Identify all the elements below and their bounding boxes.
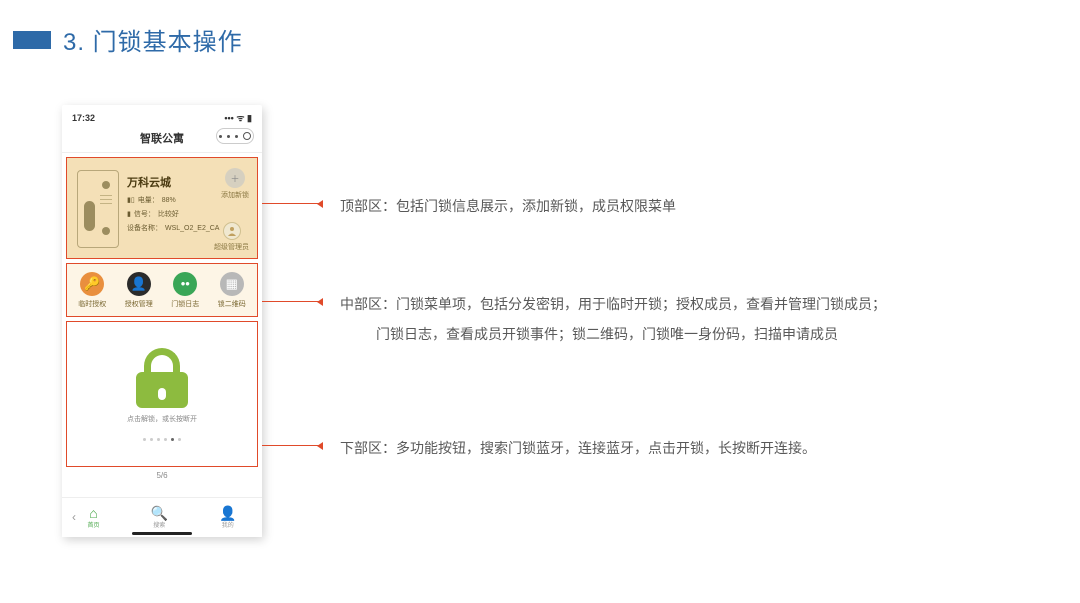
status-time: 17:32 (72, 113, 95, 123)
add-lock[interactable]: ＋ 添加新锁 (221, 168, 249, 200)
annotation-mid-line2: 门锁日志，查看成员开锁事件；锁二维码，门锁唯一身份码，扫描申请成员 (376, 321, 838, 347)
admin-badge[interactable]: 超级管理员 (214, 222, 249, 252)
header-accent-block (13, 31, 51, 49)
capsule-more-icon (227, 135, 230, 138)
search-icon: 🔍 (151, 506, 168, 520)
back-icon[interactable]: ‹ (72, 510, 76, 524)
tab-bar: ‹ ⌂ 首页 🔍 搜索 👤 我的 (62, 497, 262, 537)
tab-label: 我的 (222, 523, 234, 529)
app-title-bar: 智联公寓 (62, 126, 262, 153)
app-title: 智联公寓 (140, 130, 184, 146)
unlock-hint: 点击解锁，或长按断开 (127, 414, 197, 424)
capsule-close-icon (243, 132, 251, 140)
menu-label: 授权管理 (125, 299, 153, 309)
device-label: 设备名称： (127, 222, 162, 236)
home-indicator (132, 532, 192, 535)
page-indicator: 5/6 (62, 471, 262, 480)
tab-label: 首页 (88, 523, 100, 529)
slide-header: 3. 门锁基本操作 (13, 22, 243, 57)
user-icon: 👤 (127, 272, 151, 296)
annotation-bot: 下部区：多功能按钮，搜索门锁蓝牙，连接蓝牙，点击开锁，长按断开连接。 (340, 435, 816, 461)
status-bar: 17:32 ••• ᯤ ▮ (62, 105, 262, 126)
unlock-button[interactable] (132, 348, 192, 408)
user-icon: 👤 (219, 506, 236, 520)
admin-icon (223, 222, 241, 240)
add-lock-label: 添加新锁 (221, 190, 249, 200)
menu-item-qrcode[interactable]: ▦ 锁二维码 (218, 272, 246, 309)
admin-label: 超级管理员 (214, 242, 249, 252)
annotation-mid-line1: 中部区：门锁菜单项，包括分发密钥，用于临时开锁；授权成员，查看并管理门锁成员； (340, 291, 886, 317)
slide-title: 3. 门锁基本操作 (63, 22, 243, 57)
callout-line-top (262, 203, 322, 204)
qrcode-icon: ▦ (220, 272, 244, 296)
miniprogram-capsule[interactable] (216, 128, 254, 144)
footsteps-icon: •• (173, 272, 197, 296)
menu-item-auth-manage[interactable]: 👤 授权管理 (125, 272, 153, 309)
signal-value: 比较好 (158, 208, 179, 222)
key-icon: 🔑 (80, 272, 104, 296)
zone-bottom: 点击解锁，或长按断开 (66, 321, 258, 467)
tab-search[interactable]: 🔍 搜索 (151, 506, 168, 529)
menu-item-lock-log[interactable]: •• 门锁日志 (171, 272, 199, 309)
phone-mockup: 17:32 ••• ᯤ ▮ 智联公寓 万科云城 ▮▯ 电量： 88% (62, 105, 262, 537)
signal-icon: ▮ (127, 208, 131, 222)
status-icons: ••• ᯤ ▮ (224, 111, 252, 124)
menu-item-temp-auth[interactable]: 🔑 临时授权 (78, 272, 106, 309)
battery-value: 88% (162, 194, 176, 208)
signal-label: 信号： (134, 208, 155, 222)
lock-keyhole-icon (158, 388, 166, 400)
battery-icon: ▮▯ (127, 194, 135, 208)
page-dots (143, 438, 181, 441)
home-icon: ⌂ (88, 506, 100, 520)
menu-label: 门锁日志 (171, 299, 199, 309)
capsule-more-icon (219, 135, 222, 138)
device-value: WSL_O2_E2_CA (165, 222, 219, 236)
callout-line-bot (262, 445, 322, 446)
zone-top: 万科云城 ▮▯ 电量： 88% ▮ 信号： 比较好 设备名称： WSL_O2_E… (66, 157, 258, 259)
zone-mid: 🔑 临时授权 👤 授权管理 •• 门锁日志 ▦ 锁二维码 (66, 263, 258, 317)
tab-mine[interactable]: 👤 我的 (219, 506, 236, 529)
menu-label: 临时授权 (78, 299, 106, 309)
plus-icon: ＋ (225, 168, 245, 188)
tab-home[interactable]: ⌂ 首页 (88, 506, 100, 529)
tab-label: 搜索 (153, 523, 165, 529)
annotation-top: 顶部区：包括门锁信息展示，添加新锁，成员权限菜单 (340, 193, 676, 219)
callout-line-mid (262, 301, 322, 302)
capsule-more-icon (235, 135, 238, 138)
lock-device-illustration (77, 170, 119, 248)
lock-info: 万科云城 ▮▯ 电量： 88% ▮ 信号： 比较好 设备名称： WSL_O2_E… (127, 176, 219, 236)
menu-label: 锁二维码 (218, 299, 246, 309)
battery-label: 电量： (138, 194, 159, 208)
lock-name: 万科云城 (127, 176, 219, 190)
